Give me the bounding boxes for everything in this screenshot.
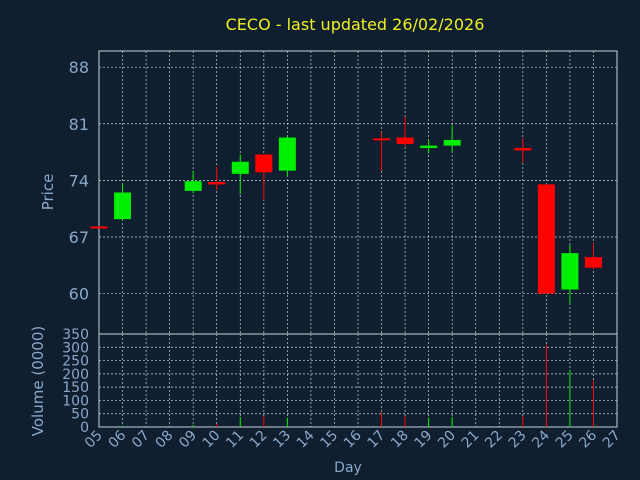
volume-tick-label: 50 xyxy=(71,407,89,423)
x-tick-label: 23 xyxy=(506,428,530,452)
x-tick-label: 19 xyxy=(412,428,436,452)
price-panel: 60 67 74 81 88 xyxy=(69,50,618,335)
x-tick-label: 22 xyxy=(482,428,506,452)
candle-body xyxy=(90,226,108,229)
volume-tick-label: 0 xyxy=(80,420,89,436)
volume-tick-label: 100 xyxy=(62,393,89,409)
x-tick-label: 13 xyxy=(270,428,294,452)
volume-tick-label: 200 xyxy=(62,367,89,383)
x-tick-label: 15 xyxy=(317,428,341,452)
x-tick-label: 26 xyxy=(576,427,600,451)
candle-body xyxy=(231,161,249,174)
x-tick-label: 11 xyxy=(223,428,247,452)
volume-tick-label: 350 xyxy=(62,327,89,343)
price-tick-label: 81 xyxy=(69,115,89,134)
price-tick-label: 60 xyxy=(69,285,89,304)
candle-body xyxy=(561,253,579,290)
candle-body xyxy=(396,137,414,144)
candle-body xyxy=(255,154,273,173)
x-tick-label: 25 xyxy=(553,428,577,452)
candle-body xyxy=(278,137,296,171)
x-tick-label: 16 xyxy=(341,427,365,451)
x-tick-label: 10 xyxy=(200,428,224,452)
x-axis-label: Day xyxy=(334,460,362,476)
x-tick-label: 27 xyxy=(600,428,624,452)
x-tick-label: 17 xyxy=(364,428,388,452)
x-tick-label: 21 xyxy=(459,428,483,452)
candle-body xyxy=(584,257,602,268)
candle-body xyxy=(443,139,461,146)
price-tick-label: 74 xyxy=(69,171,89,190)
x-tick-label: 09 xyxy=(176,428,200,452)
x-tick-label: 12 xyxy=(247,428,271,452)
x-tick-label: 18 xyxy=(388,428,412,452)
candle-body xyxy=(373,138,391,141)
price-tick-label: 88 xyxy=(69,58,89,77)
volume-tick-label: 150 xyxy=(62,380,89,396)
volume-tick-label: 300 xyxy=(62,340,89,356)
volume-axis-label: Volume (0000) xyxy=(29,326,47,436)
price-tick-label: 67 xyxy=(69,228,89,247)
candle-body xyxy=(184,181,202,191)
x-tick-label: 14 xyxy=(294,427,318,451)
candle-body xyxy=(514,148,532,151)
candle-body xyxy=(420,145,438,149)
candle-body xyxy=(114,192,132,220)
x-tick-label: 07 xyxy=(129,428,153,452)
volume-tick-label: 250 xyxy=(62,354,89,370)
candle-body xyxy=(208,181,226,185)
x-tick-label: 06 xyxy=(105,427,129,451)
chart-title: CECO - last updated 26/02/2026 xyxy=(226,15,485,34)
x-axis: 05 06 07 08 09 10 11 12 13 14 15 16 17 18 19 20 21 22 23 24… xyxy=(82,427,624,451)
x-tick-label: 24 xyxy=(529,427,553,451)
price-axis-label: Price xyxy=(39,174,57,211)
x-tick-label: 08 xyxy=(153,428,177,452)
candle-body xyxy=(537,184,555,294)
x-tick-label: 20 xyxy=(435,428,459,452)
